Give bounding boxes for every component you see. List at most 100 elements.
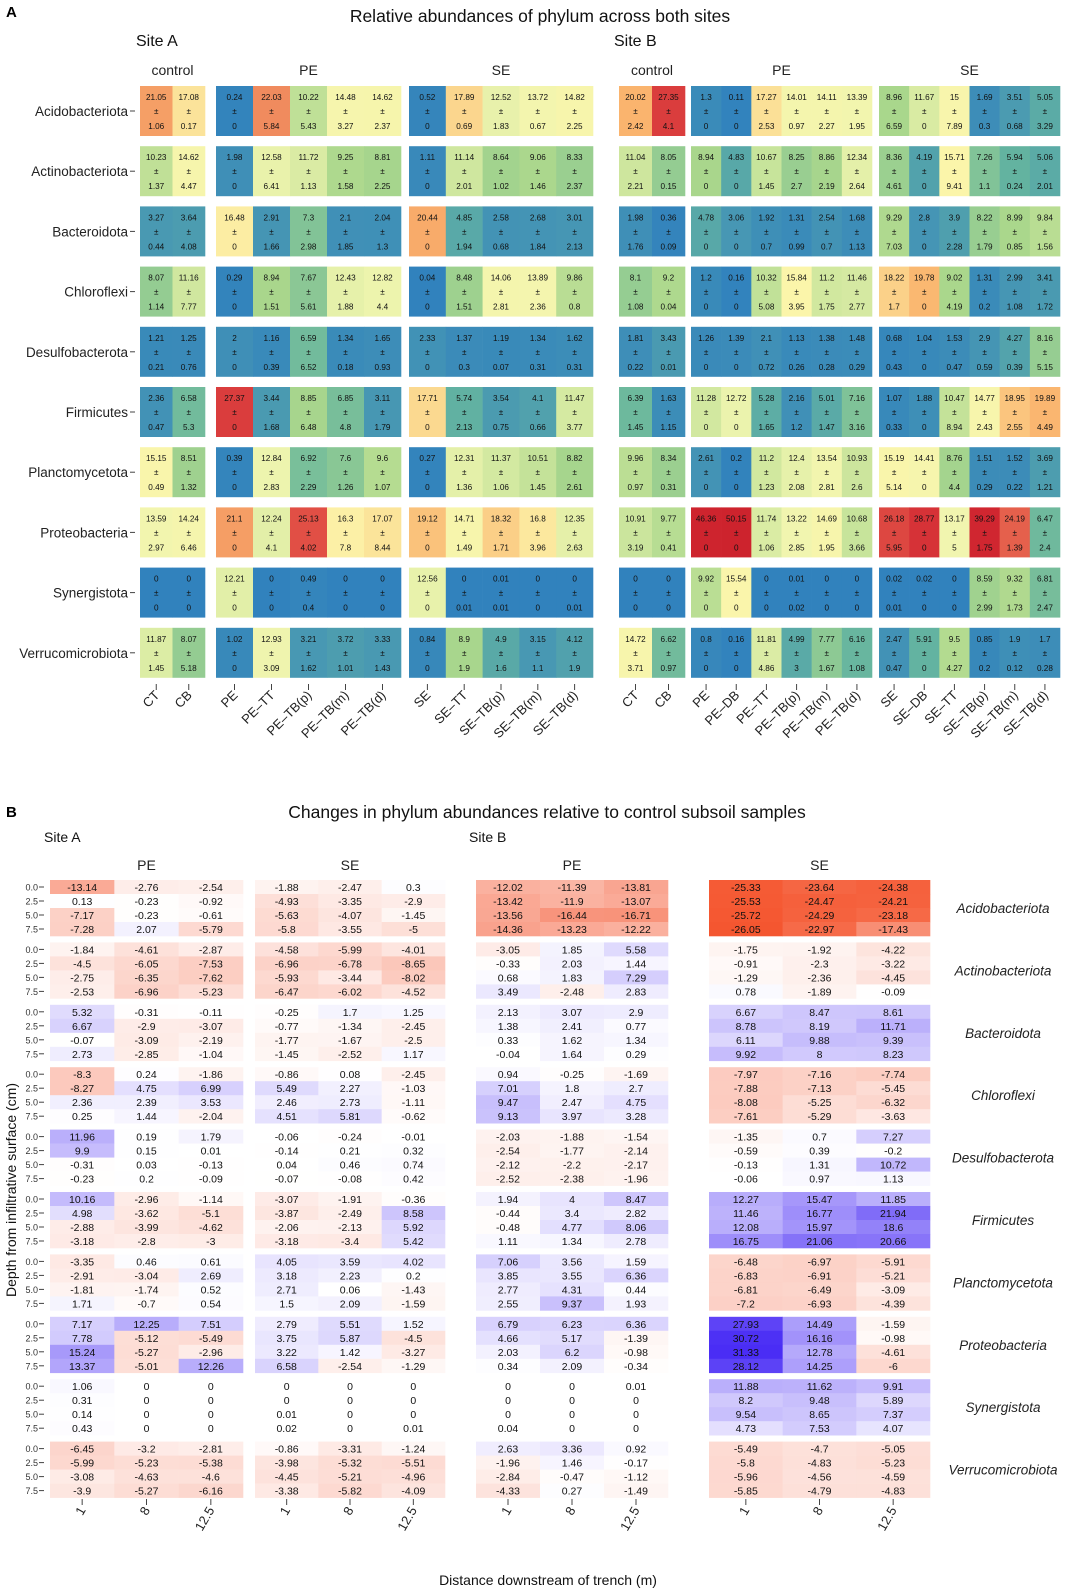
cell-sd-label: 1.06 — [148, 122, 164, 131]
cell-sd-label: 0 — [704, 182, 709, 191]
heatmap-cell — [999, 206, 1031, 257]
heatmap-cell — [939, 567, 970, 618]
heatmap-cell — [255, 1018, 319, 1034]
cell-pm-label: ± — [154, 348, 159, 357]
cell-mean-label: 3.43 — [661, 334, 677, 343]
cell-pm-label: ± — [572, 167, 577, 176]
heatmap-cell — [114, 1268, 179, 1283]
distance-tick-label: 8 — [136, 1504, 153, 1518]
heatmap-cell — [318, 956, 382, 971]
heatmap-cell — [782, 1379, 857, 1394]
cell-mean-label: 9.02 — [946, 274, 962, 283]
cell-pm-label: ± — [154, 649, 159, 658]
heatmap-cell — [879, 86, 910, 136]
cell-value-label: 5.58 — [626, 944, 647, 956]
cell-value-label: 3.28 — [626, 1111, 647, 1123]
cell-sd-label: 1.14 — [148, 303, 164, 312]
cell-sd-label: 1.71 — [493, 543, 509, 552]
cell-value-label: 2.03 — [562, 958, 583, 970]
cell-value-label: -0.86 — [275, 1444, 299, 1456]
cell-mean-label: 0 — [824, 575, 829, 584]
heatmap-cell — [381, 1469, 446, 1484]
cell-pm-label: ± — [462, 167, 467, 176]
heatmap-cell — [409, 447, 447, 498]
heatmap-cell — [856, 1441, 931, 1456]
heatmap-cell — [255, 1282, 319, 1297]
cell-pm-label: ± — [892, 227, 897, 236]
cell-value-label: -4.62 — [199, 1222, 223, 1234]
cell-pm-label: ± — [425, 589, 430, 598]
cell-value-label: 5.81 — [340, 1111, 361, 1123]
cell-value-label: 0.19 — [136, 1132, 157, 1144]
cell-value-label: -4.59 — [881, 1472, 905, 1484]
heatmap-cell — [709, 1379, 783, 1394]
cell-sd-label: 9.41 — [946, 182, 962, 191]
cell-sd-label: 5.61 — [301, 303, 317, 312]
heatmap-cell — [290, 146, 328, 197]
heatmap-cell — [178, 1421, 244, 1436]
row-label: Firmicutes — [66, 405, 129, 420]
cell-sd-label: 1.83 — [493, 122, 509, 131]
cell-pm-label: ± — [794, 528, 799, 537]
heatmap-cell — [114, 1441, 179, 1456]
cell-mean-label: 6.39 — [628, 394, 644, 403]
cell-value-label: -0.92 — [199, 896, 223, 908]
cell-value-label: 0.04 — [498, 1423, 519, 1435]
cell-sd-label: 1.65 — [758, 423, 774, 432]
heatmap-cell — [318, 1095, 382, 1110]
cell-mean-label: 14.69 — [817, 514, 838, 523]
depth-tick-label: 5.0 — [25, 1285, 38, 1295]
depth-tick-label: 2.5 — [25, 1396, 38, 1406]
cell-mean-label: 3.41 — [1037, 274, 1053, 283]
cell-mean-label: 14.72 — [625, 635, 646, 644]
heatmap-cell — [381, 942, 446, 957]
cell-pm-label: ± — [825, 468, 830, 477]
cell-value-label: -5.91 — [881, 1256, 905, 1268]
cell-value-label: -0.98 — [881, 1333, 905, 1345]
cell-value-label: 21.06 — [806, 1236, 832, 1248]
cell-sd-label: 0.28 — [819, 363, 835, 372]
cell-value-label: -4.07 — [338, 910, 362, 922]
heatmap-cell — [476, 1407, 541, 1422]
cell-mean-label: 1.98 — [628, 213, 644, 222]
cell-pm-label: ± — [922, 227, 927, 236]
heatmap-cell — [709, 1067, 783, 1082]
heatmap-cell — [811, 627, 843, 678]
cell-sd-label: 5.15 — [1037, 363, 1053, 372]
cell-mean-label: 11.14 — [454, 153, 474, 162]
heatmap-cell — [540, 1032, 605, 1048]
cell-mean-label: 2.9 — [979, 334, 991, 343]
heatmap-cell — [50, 1234, 115, 1249]
cell-mean-label: 0.84 — [419, 635, 435, 644]
heatmap-cell — [318, 1407, 382, 1422]
heatmap-cell — [140, 266, 173, 317]
cell-mean-label: 21.05 — [146, 93, 167, 102]
heatmap-cell — [519, 567, 557, 618]
cell-value-label: -6.16 — [199, 1486, 223, 1498]
cell-value-label: 4.05 — [276, 1256, 297, 1268]
cell-sd-label: 1.13 — [849, 242, 865, 251]
heatmap-cell — [540, 1220, 605, 1235]
cell-pm-label: ± — [633, 649, 638, 658]
heatmap-cell — [782, 922, 857, 937]
cell-value-label: -26.05 — [731, 924, 761, 936]
cell-value-label: 7.27 — [883, 1132, 904, 1144]
cell-value-label: -1.29 — [401, 1361, 425, 1373]
cell-pm-label: ± — [764, 288, 769, 297]
cell-mean-label: 9.86 — [567, 274, 583, 283]
cell-value-label: -1.59 — [881, 1319, 905, 1331]
heatmap-cell — [318, 1192, 382, 1207]
heatmap-cell — [50, 1192, 115, 1207]
cell-value-label: -7.97 — [734, 1069, 758, 1081]
cell-sd-label: 0 — [734, 604, 739, 613]
cell-mean-label: 0 — [343, 575, 348, 584]
heatmap-cell — [255, 1344, 319, 1360]
cell-pm-label: ± — [633, 288, 638, 297]
cell-pm-label: ± — [1013, 227, 1018, 236]
cell-mean-label: 14.11 — [817, 93, 837, 102]
cell-value-label: -0.48 — [496, 1222, 520, 1234]
heatmap-cell — [540, 1469, 605, 1484]
cell-pm-label: ± — [462, 348, 467, 357]
cell-mean-label: 2.61 — [698, 454, 714, 463]
cell-value-label: -11.9 — [560, 896, 583, 908]
